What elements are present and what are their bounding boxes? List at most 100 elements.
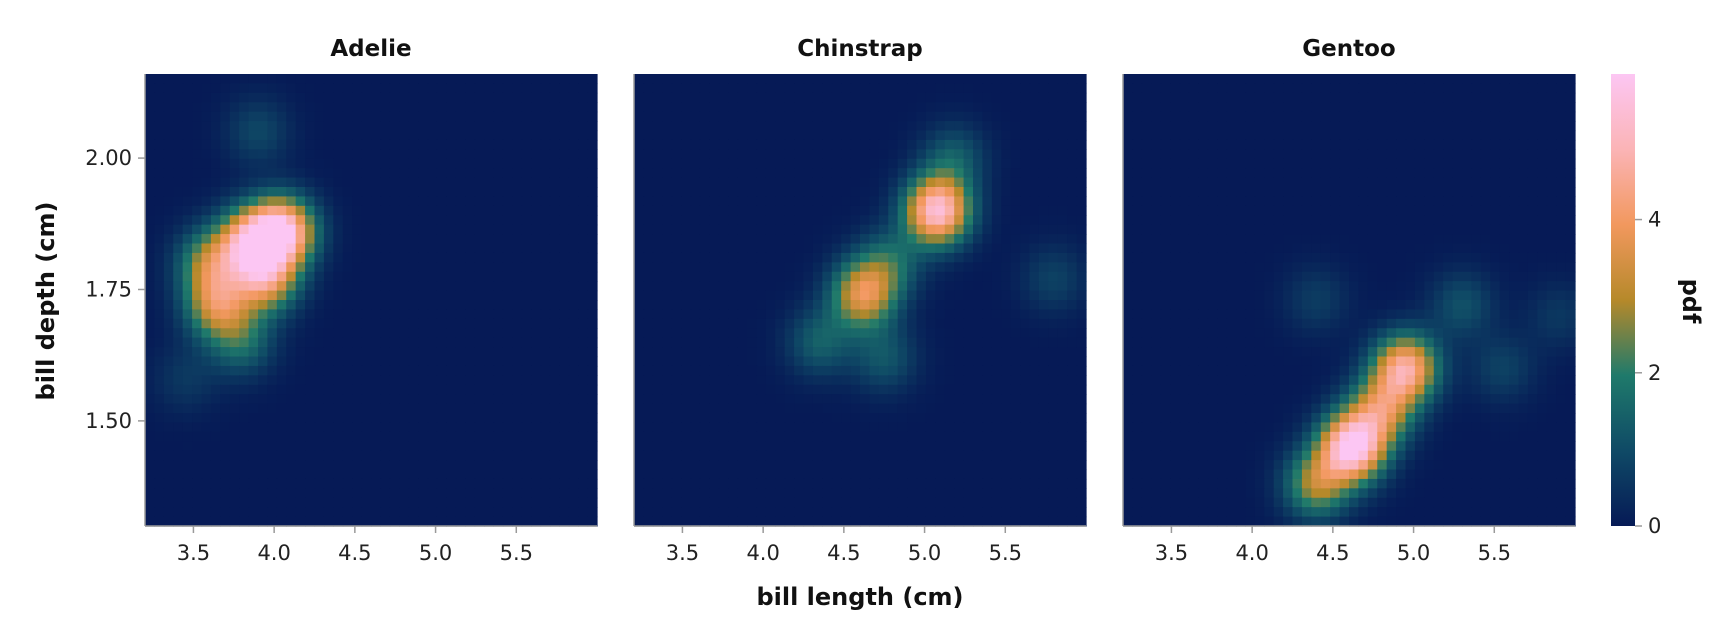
heatmap-cell [267, 92, 278, 103]
heatmap-cell [709, 130, 720, 141]
heatmap-cell [389, 271, 400, 282]
heatmap-cell [192, 516, 203, 527]
heatmap-cell [342, 224, 353, 235]
heatmap-cell [418, 92, 429, 103]
heatmap-cell [925, 450, 936, 461]
heatmap-cell [521, 149, 532, 160]
heatmap-cell [229, 111, 240, 122]
heatmap-cell [1001, 413, 1012, 424]
heatmap-cell [239, 74, 250, 85]
heatmap-cell [944, 394, 955, 405]
heatmap-cell [709, 92, 720, 103]
heatmap-cell [408, 328, 419, 339]
heatmap-cell [201, 168, 212, 179]
heatmap-cell [286, 318, 297, 329]
heatmap-cell [765, 460, 776, 471]
heatmap-cell [192, 262, 203, 273]
heatmap-cell [1245, 130, 1256, 141]
heatmap-cell [662, 328, 673, 339]
heatmap-cell [841, 139, 852, 150]
heatmap-cell [502, 384, 513, 395]
heatmap-cell [295, 356, 306, 367]
heatmap-cell [888, 318, 899, 329]
heatmap-cell [258, 469, 269, 480]
heatmap-cell [982, 365, 993, 376]
heatmap-cell [1057, 365, 1068, 376]
heatmap-cell [286, 497, 297, 508]
heatmap-cell [841, 460, 852, 471]
heatmap-cell [455, 215, 466, 226]
heatmap-cell [276, 450, 287, 461]
heatmap-cell [145, 215, 156, 226]
heatmap-cell [201, 488, 212, 499]
heatmap-cell [690, 83, 701, 94]
heatmap-cell [671, 102, 682, 113]
heatmap-cell [1020, 92, 1031, 103]
heatmap-cell [323, 488, 334, 499]
heatmap-cell [784, 271, 795, 282]
heatmap-cell [493, 507, 504, 518]
heatmap-cell [1010, 460, 1021, 471]
heatmap-cell [1048, 309, 1059, 320]
heatmap-cell [258, 507, 269, 518]
heatmap-cell [1151, 111, 1162, 122]
heatmap-cell [361, 149, 372, 160]
heatmap-cell [436, 431, 447, 442]
heatmap-cell [258, 224, 269, 235]
heatmap-cell [305, 290, 316, 301]
heatmap-cell [587, 243, 598, 254]
heatmap-cell [822, 375, 833, 386]
heatmap-cell [286, 130, 297, 141]
heatmap-cell [643, 309, 654, 320]
heatmap-cell [220, 394, 231, 405]
heatmap-cell [323, 337, 334, 348]
heatmap-cell [1480, 111, 1491, 122]
heatmap-cell [878, 196, 889, 207]
x-tick-label: 3.5 [177, 541, 210, 565]
heatmap-cell [1010, 441, 1021, 452]
heatmap-cell [671, 488, 682, 499]
heatmap-cell [210, 300, 221, 311]
heatmap-cell [276, 187, 287, 198]
heatmap-cell [173, 347, 184, 358]
heatmap-cell [1020, 224, 1031, 235]
heatmap-cell [1057, 177, 1068, 188]
heatmap-cell [418, 281, 429, 292]
heatmap-cell [267, 205, 278, 216]
heatmap-cell [295, 139, 306, 150]
heatmap-cell [878, 394, 889, 405]
heatmap-cell [267, 215, 278, 226]
heatmap-cell [305, 413, 316, 424]
heatmap-cell [860, 394, 871, 405]
heatmap-cell [681, 271, 692, 282]
heatmap-cell [145, 224, 156, 235]
heatmap-cell [634, 441, 645, 452]
heatmap-cell [925, 309, 936, 320]
heatmap-cell [305, 168, 316, 179]
heatmap-cell [888, 497, 899, 508]
heatmap-cell [1179, 74, 1190, 85]
heatmap-cell [737, 243, 748, 254]
heatmap-cell [1067, 356, 1078, 367]
heatmap-cell [963, 413, 974, 424]
heatmap-cell [1067, 224, 1078, 235]
heatmap-cell [267, 149, 278, 160]
heatmap-cell [775, 92, 786, 103]
heatmap-cell [765, 450, 776, 461]
heatmap-cell [465, 130, 476, 141]
heatmap-cell [154, 92, 165, 103]
heatmap-cell [718, 158, 729, 169]
heatmap-cell [192, 384, 203, 395]
heatmap-cell [173, 441, 184, 452]
heatmap-cell [568, 441, 579, 452]
heatmap-cell [408, 365, 419, 376]
heatmap-cell [869, 205, 880, 216]
heatmap-cell [737, 337, 748, 348]
heatmap-cell [634, 507, 645, 518]
heatmap-cell [455, 281, 466, 292]
heatmap-cell [484, 460, 495, 471]
heatmap-cell [860, 375, 871, 386]
heatmap-cell [493, 337, 504, 348]
heatmap-cell [944, 215, 955, 226]
heatmap-cell [850, 441, 861, 452]
